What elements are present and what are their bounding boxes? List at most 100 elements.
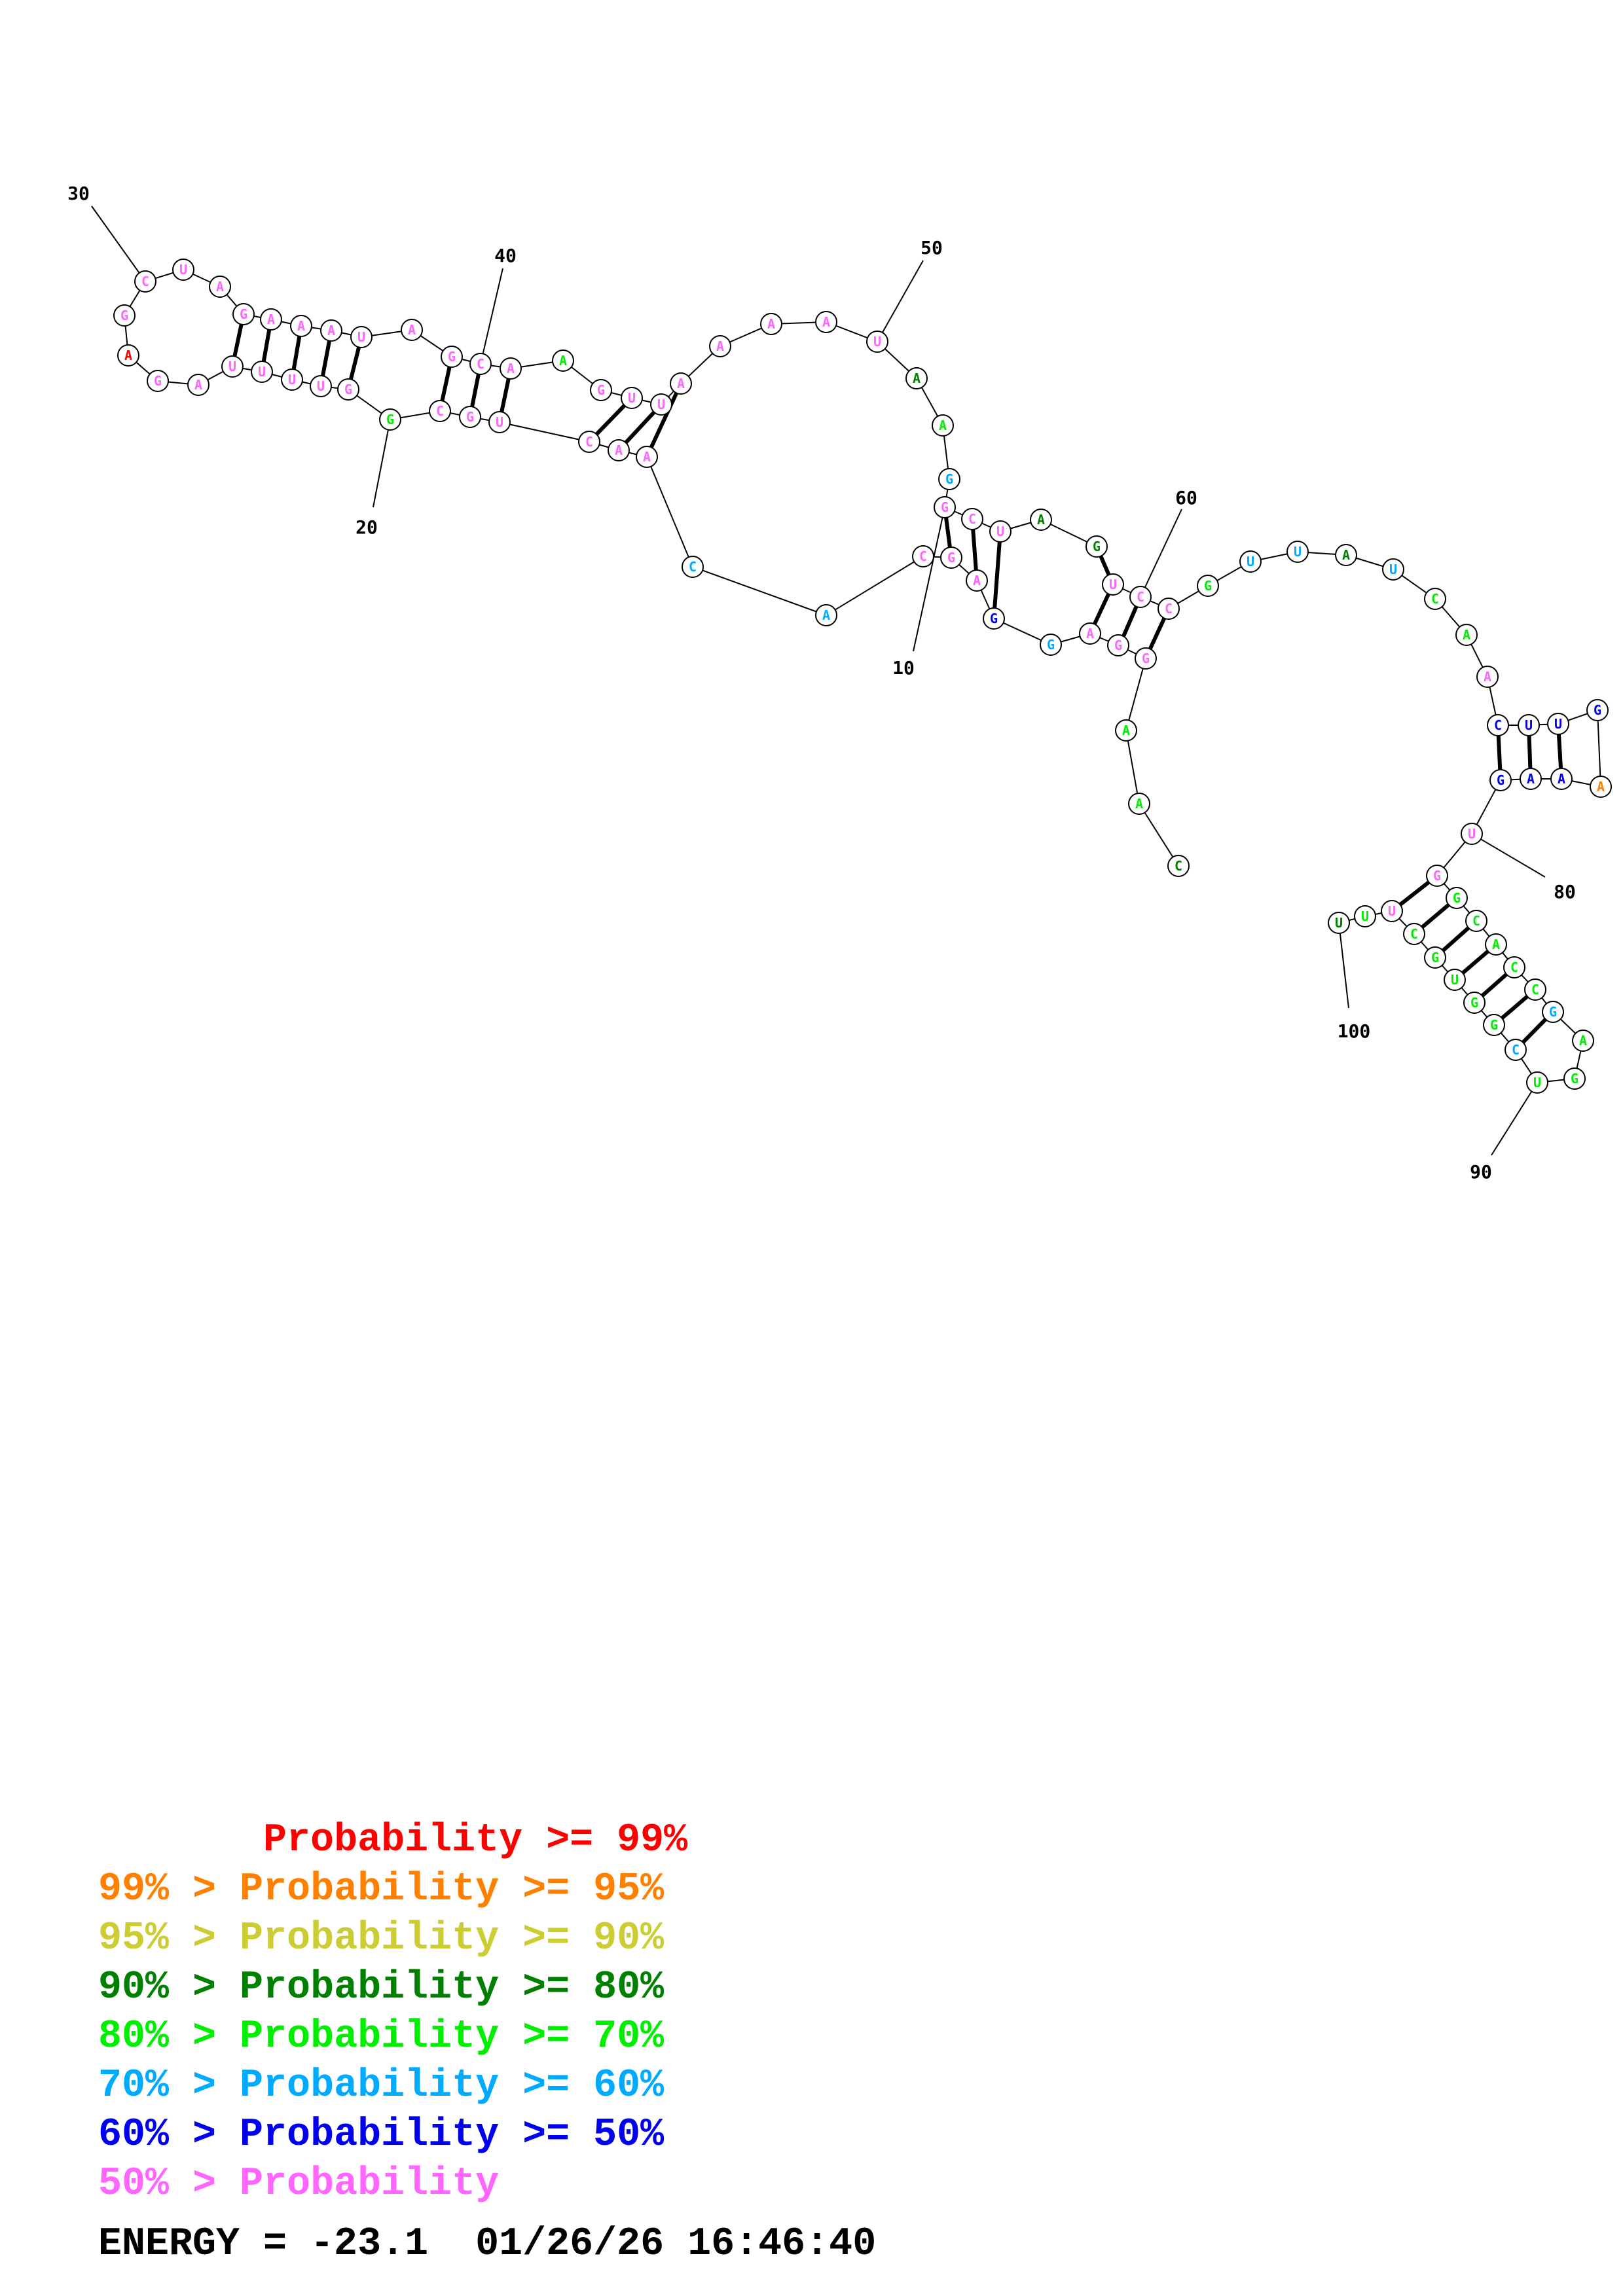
nucleotide-letter: C (141, 274, 149, 289)
nucleotide: G (1040, 634, 1062, 656)
nucleotide: U (989, 520, 1012, 543)
nucleotide: G (379, 408, 401, 431)
nucleotide-letter: C (1531, 982, 1539, 997)
nucleotide: C (1424, 588, 1446, 610)
nucleotide: G (1085, 535, 1108, 558)
nucleotide: G (1586, 699, 1609, 721)
nucleotide: C (1503, 956, 1525, 978)
nucleotide-letter: C (1175, 858, 1182, 874)
nucleotide: A (1079, 622, 1101, 645)
nucleotide-circle (1107, 634, 1129, 656)
nucleotide: G (1107, 634, 1129, 656)
nucleotide-circle (1563, 1067, 1586, 1090)
nucleotide: A (209, 276, 231, 298)
nucleotide-circle (1085, 535, 1108, 558)
nucleotide-letter: A (1579, 1033, 1587, 1049)
nucleotide-letter: C (1472, 913, 1480, 929)
nucleotide: C (1487, 714, 1509, 736)
nucleotide-circle (1444, 969, 1466, 991)
nucleotide: G (1463, 992, 1486, 1014)
nucleotide-circle (1158, 598, 1180, 620)
nucleotide-circle (469, 353, 492, 375)
nucleotide-circle (983, 607, 1005, 630)
nucleotide: A (401, 319, 423, 341)
nucleotide-letter: G (1204, 578, 1212, 594)
nucleotide-letter: A (913, 370, 921, 386)
nucleotide-letter: A (1558, 771, 1565, 787)
nucleotide-letter: C (689, 559, 697, 575)
nucleotide-circle (1465, 910, 1487, 932)
base-pairs (230, 314, 1563, 1052)
nucleotide-letter: A (615, 442, 623, 458)
nucleotide: A (1572, 1030, 1594, 1052)
nucleotide: A (1455, 624, 1478, 646)
position-label: 50 (921, 237, 943, 259)
nucleotide-letter: A (1086, 626, 1094, 641)
nucleotide: G (337, 378, 359, 401)
nucleotide-letter: A (1135, 796, 1143, 812)
nucleotide-letter: G (1431, 950, 1439, 965)
backbone-segment (499, 422, 590, 442)
nucleotide-circle (815, 311, 837, 333)
nucleotide-letter: C (1510, 960, 1518, 975)
nucleotide-circle (1167, 855, 1190, 877)
nucleotide-circle (260, 308, 282, 331)
nucleotide-letter: C (1410, 926, 1418, 942)
nucleotide-letter: G (597, 382, 605, 398)
nucleotide-circle (1476, 666, 1499, 688)
nucleotide-letter: U (258, 364, 266, 380)
nucleotide-letter: G (344, 382, 352, 397)
legend-prefix: 60% > (98, 2113, 240, 2157)
nucleotide-letter: C (1165, 601, 1173, 617)
nucleotide-letter: U (496, 414, 503, 430)
nucleotide: U (621, 387, 643, 409)
nucleotide-letter: C (1494, 717, 1502, 733)
nucleotide-letter: G (1114, 637, 1122, 653)
nucleotide: C (961, 508, 983, 530)
nucleotide-circle (117, 344, 139, 367)
nucleotide-letter: A (822, 607, 830, 623)
nucleotide: A (552, 350, 574, 372)
legend-prefix: 95% > (98, 1916, 240, 1961)
nucleotide-circle (1382, 558, 1404, 581)
nucleotide-circle (1461, 823, 1483, 845)
nucleotide: A (1476, 666, 1499, 688)
nucleotide-circle (147, 370, 169, 392)
nucleotide-circle (401, 319, 423, 341)
nucleotide: G (113, 304, 136, 327)
nucleotide-circle (281, 368, 303, 391)
nucleotide-circle (290, 315, 312, 337)
nucleotide-letter: A (1597, 779, 1605, 795)
nucleotide-circle (1572, 1030, 1594, 1052)
nucleotide-circle (1518, 714, 1540, 736)
nucleotide-circle (1520, 768, 1542, 790)
nucleotide: U (1444, 969, 1466, 991)
nucleotide-circle (232, 303, 255, 325)
nucleotide: A (1335, 544, 1357, 566)
nucleotide: C (1403, 923, 1425, 945)
base-pair-bond (992, 531, 1002, 619)
nucleotide-circle (379, 408, 401, 431)
nucleotide-letter: G (386, 412, 394, 427)
nucleotide-letter: G (947, 550, 955, 565)
nucleotide-circle (932, 414, 954, 437)
nucleotide-letter: C (1137, 589, 1144, 605)
legend-prefix: 90% > (98, 1965, 240, 2010)
nucleotide-circle (552, 350, 574, 372)
legend-entry: 90% > Probability >= 80% (98, 1964, 664, 2013)
nucleotide-circle (459, 406, 481, 428)
backbone-segment (646, 456, 693, 567)
position-tick-line (373, 419, 391, 508)
nucleotide: C (912, 545, 934, 567)
nucleotide-circle (1524, 978, 1546, 1001)
nucleotide-circle (441, 346, 463, 368)
nucleotide: G (983, 607, 1005, 630)
nucleotide-circle (221, 355, 244, 378)
nucleotide: G (590, 379, 612, 401)
base-pair-bond (645, 382, 683, 458)
nucleotide-letter: U (1554, 716, 1562, 732)
nucleotide-letter: G (466, 409, 474, 425)
nucleotide-letter: A (767, 316, 775, 332)
nucleotide-circle (1135, 647, 1157, 670)
legend-text: Probability >= 50% (240, 2113, 665, 2157)
